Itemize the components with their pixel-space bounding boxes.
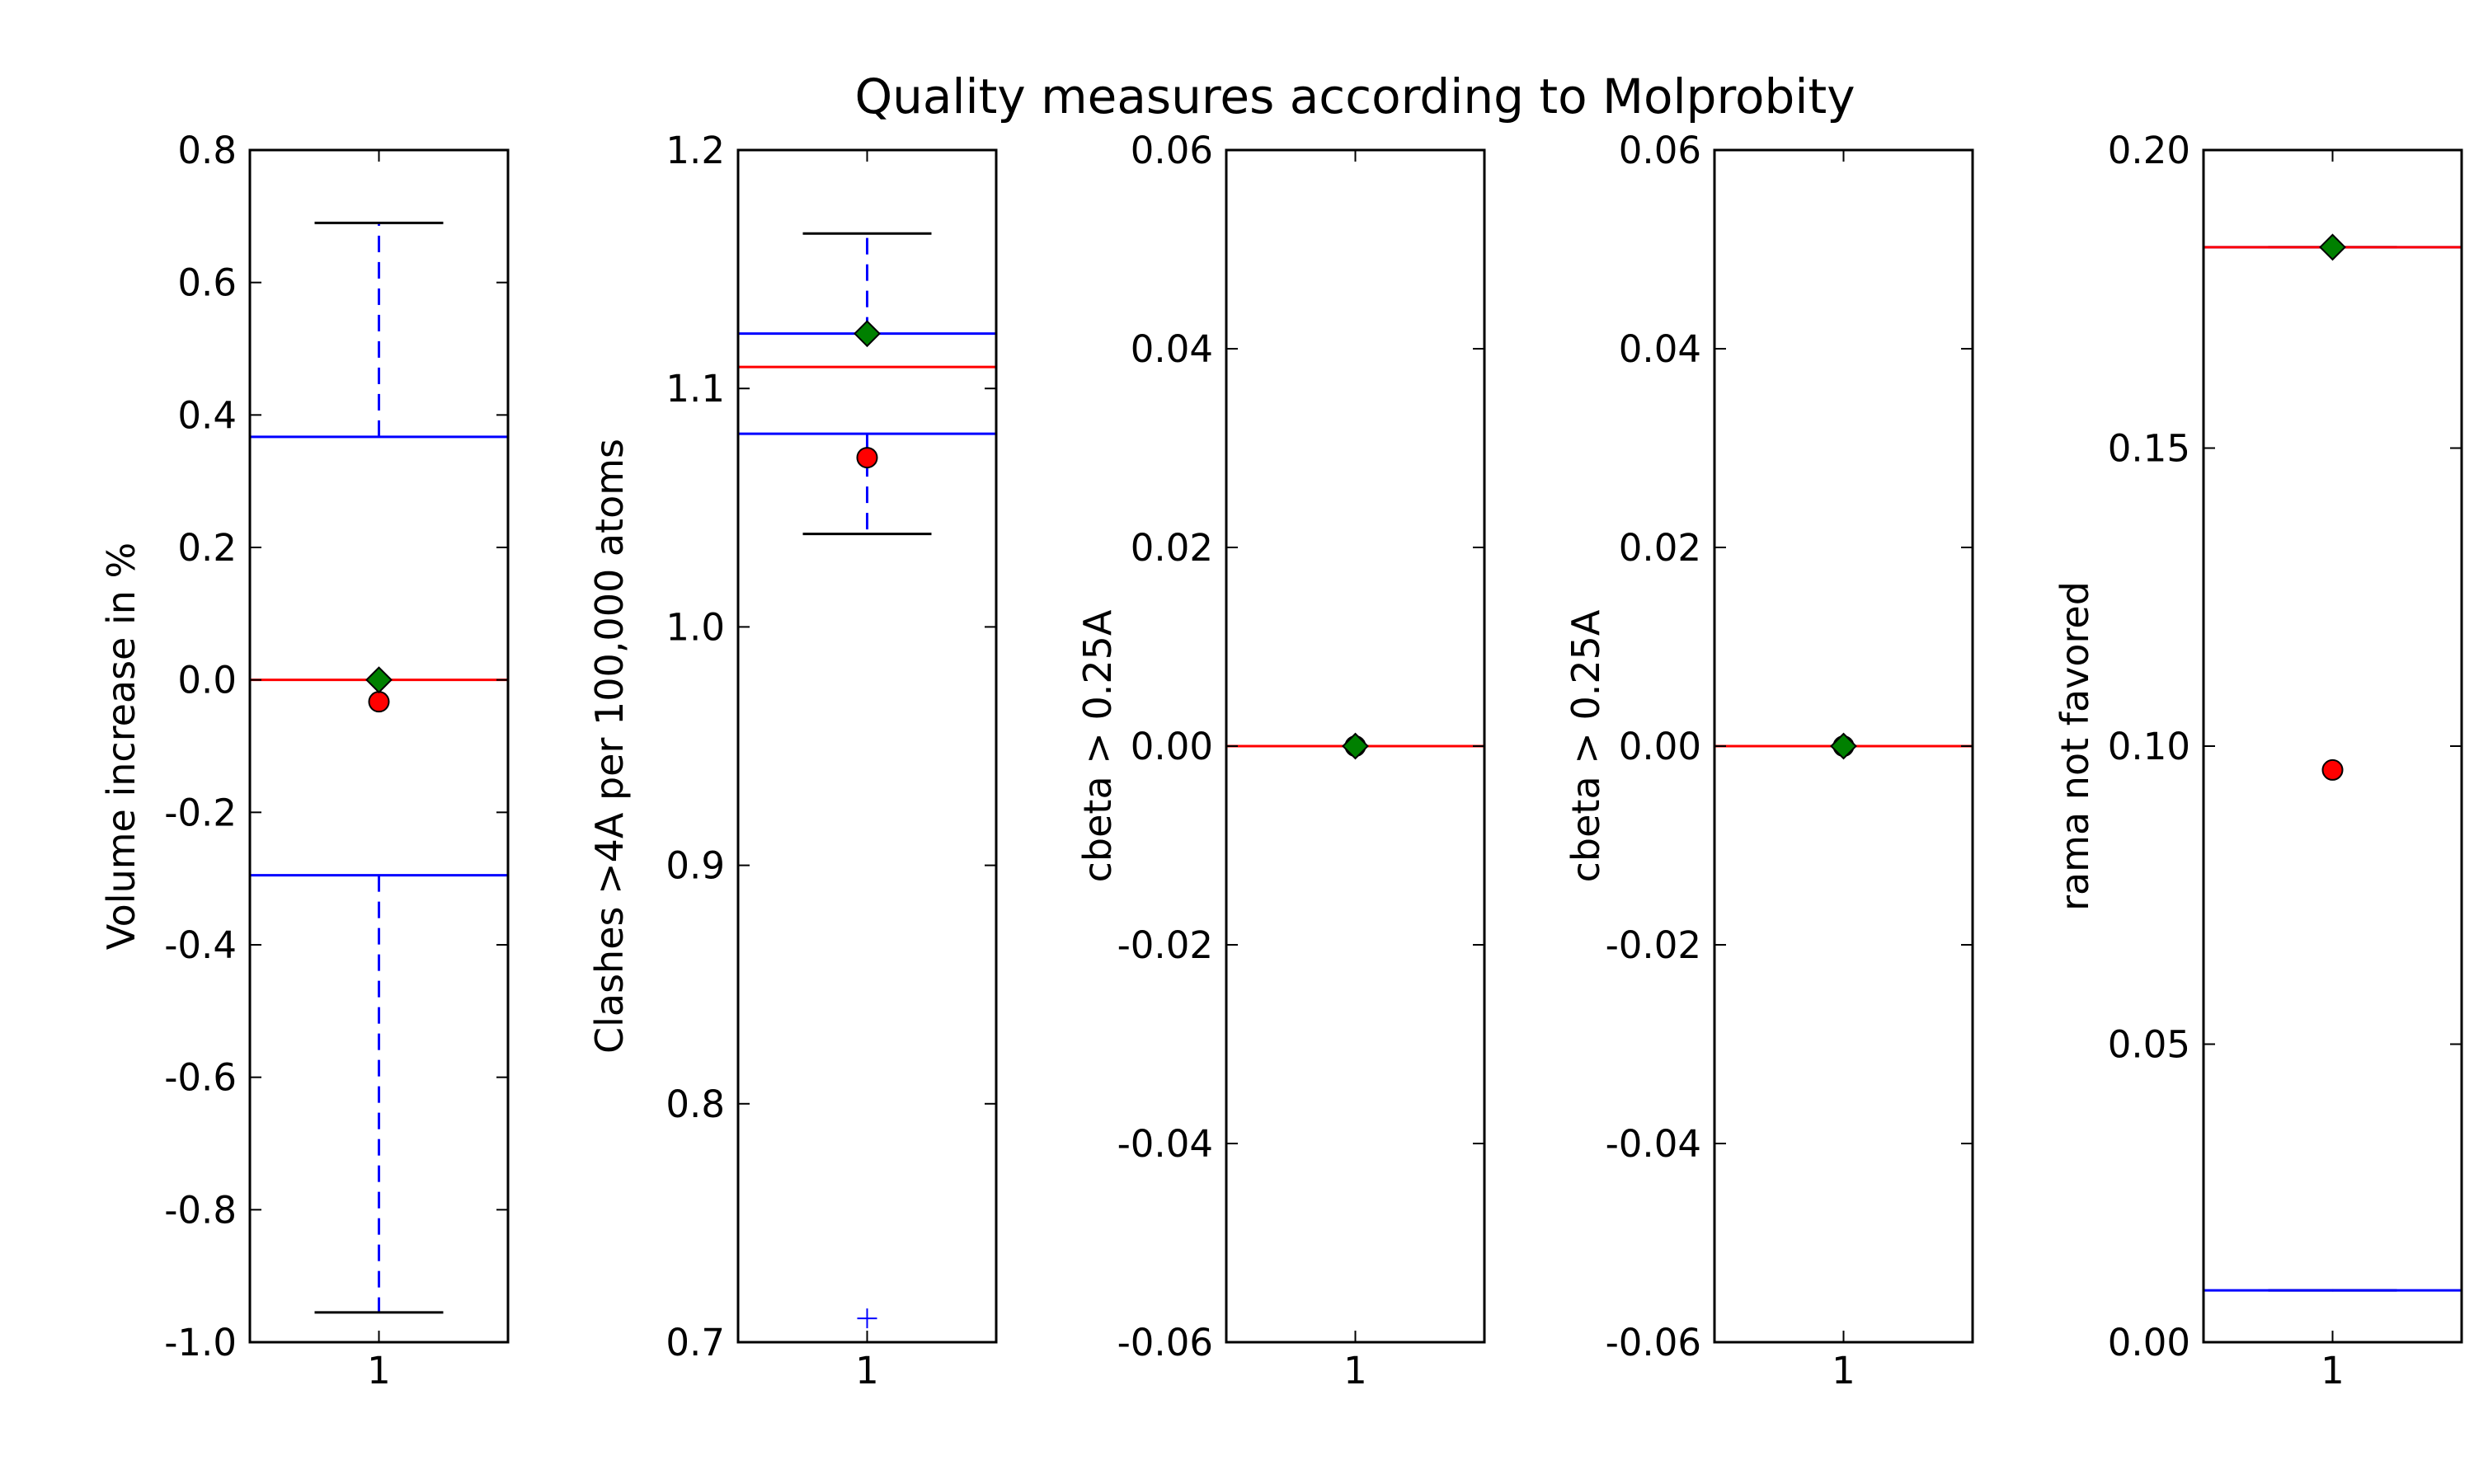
reference-marker <box>854 320 881 348</box>
panel-5: 0.00 0.05 0.10 0.15 0.20 1 rama not favored <box>2053 129 2463 1392</box>
panel-1: -1.0 -0.8 -0.6 -0.4 -0.2 0.0 0.2 0.4 0.6 0.8 1 Volu… <box>99 129 510 1392</box>
ytick-label: 1.0 <box>666 605 725 649</box>
y-axis-label: rama not favored <box>2053 581 2097 911</box>
ytick-label: 0.20 <box>2108 129 2190 172</box>
ytick-label: 0.05 <box>2108 1023 2190 1067</box>
ytick-label: 0.2 <box>177 526 237 570</box>
xtick-label: 1 <box>367 1349 391 1392</box>
reference-marker <box>1342 732 1369 760</box>
ytick-label: 0.15 <box>2108 427 2190 471</box>
ytick-label: 0.9 <box>666 844 725 888</box>
ytick-label: 0.8 <box>177 129 237 172</box>
ytick-label: 0.7 <box>666 1321 725 1364</box>
ytick-label: 0.10 <box>2108 725 2190 768</box>
ytick-label: 0.00 <box>1131 725 1213 768</box>
ytick-label: 0.8 <box>666 1082 725 1126</box>
reference-marker <box>365 666 393 694</box>
ytick-label: 1.1 <box>666 367 725 411</box>
ytick-label: 0.02 <box>1131 526 1213 570</box>
xtick-label: 1 <box>1343 1349 1367 1392</box>
panel-4: -0.06 -0.04 -0.02 0.00 0.02 0.04 0.06 1 cbeta > … <box>1564 129 1974 1392</box>
y-axis-label: cbeta > 0.25A <box>1564 609 1608 882</box>
axes-frame <box>2202 148 2463 1344</box>
y-axis-label: cbeta > 0.25A <box>1075 609 1120 882</box>
ytick-label: -0.4 <box>164 923 237 967</box>
ytick-label: 0.00 <box>2108 1321 2190 1364</box>
plot-area <box>738 232 996 1329</box>
ytick-label: -0.04 <box>1606 1122 1701 1166</box>
outlier-marker <box>857 1308 877 1329</box>
panel-2: 0.7 0.8 0.9 1.0 1.1 1.2 1 Clashes >4A per 100,0… <box>587 129 998 1392</box>
ytick-label: 0.0 <box>177 659 237 702</box>
xtick-label: 1 <box>2321 1349 2345 1392</box>
ytick-label: 0.02 <box>1619 526 1701 570</box>
panels: -1.0 -0.8 -0.6 -0.4 -0.2 0.0 0.2 0.4 0.6 0.8 1 Volu… <box>99 129 2463 1392</box>
mean-marker <box>368 691 390 713</box>
ytick-label: 1.2 <box>666 129 725 172</box>
y-axis-label: Clashes >4A per 100,000 atoms <box>587 439 632 1054</box>
reference-marker <box>1830 732 1857 760</box>
ytick-label: -0.02 <box>1117 923 1213 967</box>
ytick-label: -0.06 <box>1117 1321 1213 1364</box>
ytick-label: -0.2 <box>164 791 237 834</box>
ytick-label: -1.0 <box>164 1321 237 1364</box>
mean-marker <box>856 447 878 469</box>
ytick-label: -0.02 <box>1606 923 1701 967</box>
xtick-label: 1 <box>855 1349 879 1392</box>
ytick-label: 0.04 <box>1131 327 1213 371</box>
ytick-label: -0.8 <box>164 1188 237 1232</box>
ytick-label: -0.04 <box>1117 1122 1213 1166</box>
ytick-label: 0.6 <box>177 261 237 305</box>
y-axis-label: Volume increase in % <box>99 542 143 950</box>
ytick-label: 0.06 <box>1131 129 1213 172</box>
reference-marker <box>2319 233 2346 261</box>
chart-title: Quality measures according to Molprobity <box>854 68 1855 124</box>
ytick-label: 0.06 <box>1619 129 1701 172</box>
xtick-label: 1 <box>1832 1349 1856 1392</box>
ytick-label: 0.4 <box>177 393 237 437</box>
ytick-label: 0.00 <box>1619 725 1701 768</box>
ytick-label: -0.06 <box>1606 1321 1701 1364</box>
plot-area <box>250 221 508 1314</box>
panel-3: -0.06 -0.04 -0.02 0.00 0.02 0.04 0.06 1 cbeta > … <box>1075 129 1486 1392</box>
ytick-label: -0.6 <box>164 1056 237 1100</box>
ytick-label: 0.04 <box>1619 327 1701 371</box>
mean-marker <box>2321 758 2344 781</box>
